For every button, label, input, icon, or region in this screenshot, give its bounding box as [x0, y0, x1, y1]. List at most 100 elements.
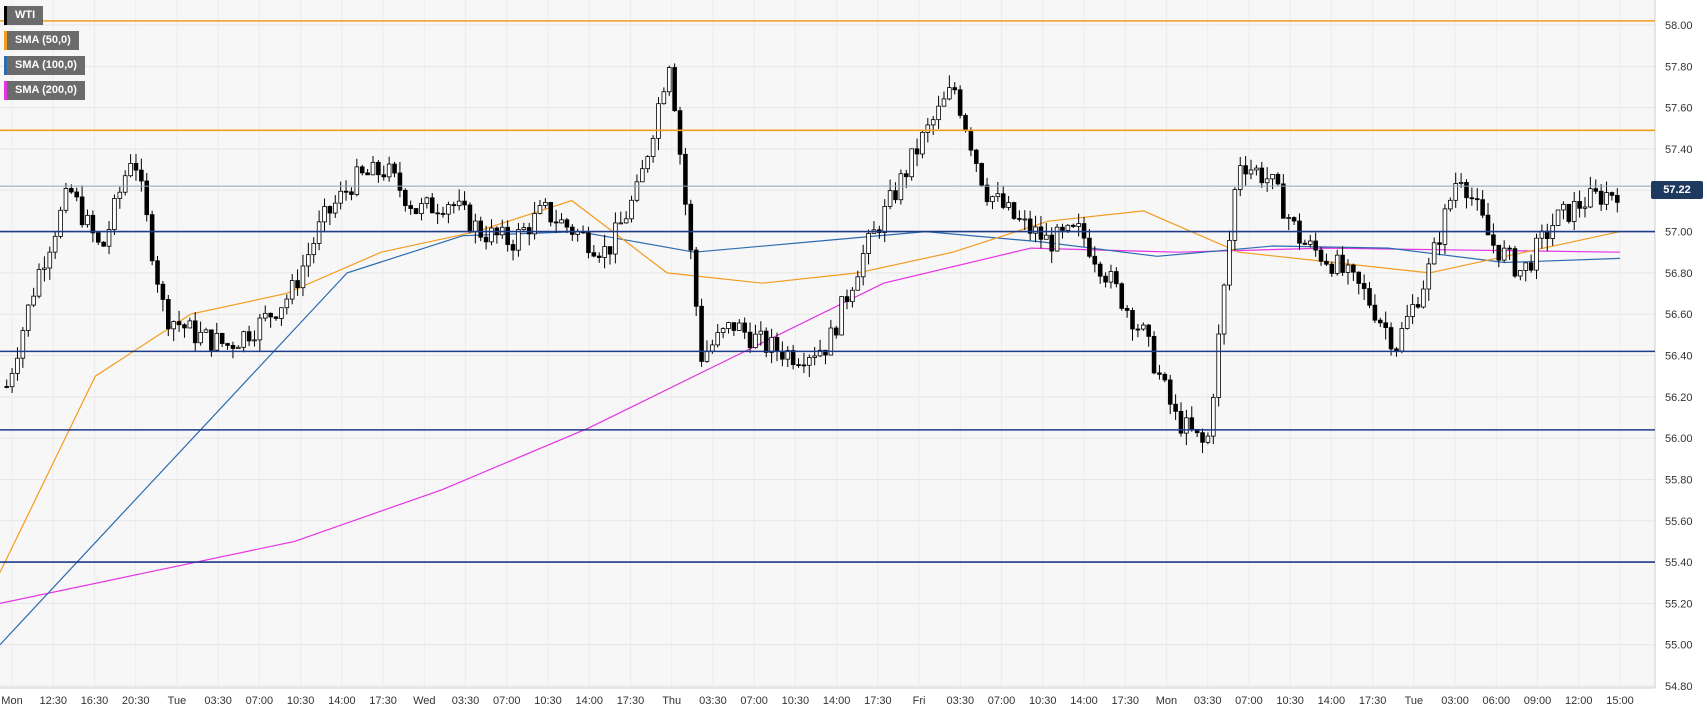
candle-body: [392, 163, 397, 174]
x-tick-label: 07:00: [740, 695, 768, 707]
candle-body: [1345, 264, 1351, 273]
candle-body: [532, 213, 537, 235]
candle-body: [618, 222, 624, 225]
y-tick-label: 57.80: [1665, 61, 1693, 73]
candle-body: [284, 298, 290, 309]
x-tick-label: 14:00: [823, 695, 851, 707]
candle-body: [823, 349, 828, 356]
last-price-badge: 57.22: [1651, 181, 1703, 199]
candle-body: [187, 320, 193, 329]
plot-background: [0, 0, 1655, 688]
candle-body: [279, 307, 284, 319]
candle-body: [629, 199, 634, 220]
x-tick-label: 03:30: [699, 695, 727, 707]
candle-body: [85, 214, 90, 226]
candle-body: [704, 350, 710, 362]
candle-body: [850, 289, 855, 303]
candle-body: [1571, 201, 1577, 222]
candle-body: [289, 280, 295, 300]
candle-body: [559, 219, 564, 224]
legend-item-sma200[interactable]: SMA (200,0): [4, 81, 85, 100]
candle-body: [1033, 226, 1038, 234]
x-tick-label: 14:00: [1318, 695, 1346, 707]
candle-body: [1566, 203, 1572, 222]
candle-body: [839, 296, 844, 336]
candle-body: [844, 296, 850, 303]
candle-body: [1593, 188, 1599, 192]
x-tick-label: 14:00: [328, 695, 356, 707]
candle-body: [817, 349, 823, 357]
x-tick-label: Thu: [662, 695, 681, 707]
candle-body: [968, 130, 974, 151]
legend-item-sma50[interactable]: SMA (50,0): [4, 31, 79, 50]
candle-body: [1237, 165, 1243, 190]
candle-body: [693, 249, 699, 307]
candle-body: [236, 346, 241, 349]
candle-body: [1561, 203, 1566, 211]
candle-body: [1108, 271, 1114, 283]
candle-body: [446, 204, 451, 215]
candle-body: [505, 226, 510, 245]
candle-body: [1124, 308, 1130, 311]
candle-body: [974, 149, 979, 164]
candle-body: [1469, 197, 1475, 200]
legend-item-wti[interactable]: WTI: [4, 6, 44, 25]
candle-body: [914, 148, 920, 155]
candle-body: [69, 188, 74, 193]
candle-body: [133, 163, 139, 171]
candle-body: [349, 191, 354, 195]
x-tick-label: 03:30: [1194, 695, 1222, 707]
candle-body: [1065, 224, 1071, 231]
y-axis-panel: [1655, 0, 1707, 712]
candle-body: [112, 198, 117, 230]
candle-body: [122, 175, 128, 193]
candle-body: [171, 321, 176, 330]
candle-body: [1334, 254, 1340, 274]
candle-body: [15, 357, 20, 374]
candle-body: [359, 166, 365, 174]
x-tick-label: 03:30: [452, 695, 480, 707]
candle-body: [1286, 217, 1292, 219]
candle-body: [1474, 198, 1480, 201]
candle-body: [726, 322, 731, 330]
legend-item-sma100[interactable]: SMA (100,0): [4, 56, 85, 75]
candle-body: [1119, 283, 1125, 309]
candle-body: [1388, 327, 1394, 350]
candle-body: [602, 246, 607, 258]
candle-body: [607, 246, 613, 255]
candle-body: [435, 212, 440, 215]
sma200-line: [0, 247, 1621, 604]
candle-body: [1528, 262, 1534, 271]
candle-body: [1598, 190, 1604, 205]
sma100-line: [0, 230, 1621, 646]
candle-body: [1070, 224, 1076, 227]
candle-body: [564, 219, 570, 228]
legend: WTI SMA (50,0) SMA (100,0) SMA (200,0): [4, 6, 85, 106]
candle-body: [828, 327, 834, 356]
candle-body: [95, 232, 101, 243]
candle-body: [1609, 192, 1615, 196]
x-tick-label: 10:30: [287, 695, 315, 707]
candle-body: [586, 232, 591, 254]
x-tick-label: 17:30: [1111, 695, 1139, 707]
candle-body: [246, 331, 252, 342]
candle-body: [742, 322, 747, 333]
x-tick-label: 03:30: [947, 695, 975, 707]
candle-body: [957, 89, 963, 116]
candle-body: [252, 339, 257, 342]
candle-body: [984, 184, 990, 203]
candle-body: [365, 172, 370, 176]
candle-body: [52, 235, 58, 253]
candle-body: [736, 322, 742, 331]
candle-body: [1049, 234, 1054, 252]
y-tick-label: 57.60: [1665, 103, 1693, 115]
x-tick-label: 12:30: [39, 695, 67, 707]
candle-body: [386, 163, 392, 178]
candle-body: [1426, 263, 1432, 290]
candle-body: [526, 227, 532, 235]
candle-body: [893, 190, 898, 201]
candle-body: [780, 350, 785, 360]
x-tick-label: 16:30: [81, 695, 109, 707]
y-tick-label: 58.00: [1665, 20, 1693, 32]
